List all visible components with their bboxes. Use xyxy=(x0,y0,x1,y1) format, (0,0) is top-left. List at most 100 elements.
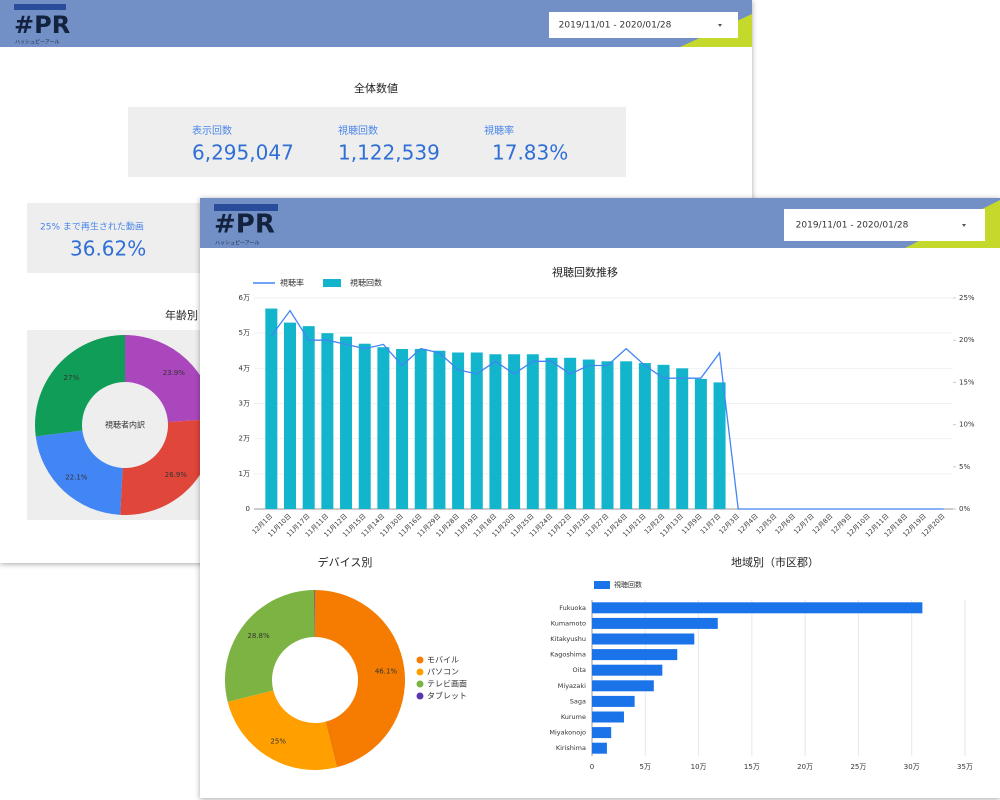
bar xyxy=(489,354,502,509)
pie-slice xyxy=(227,690,337,770)
y2-tick-label: 10% xyxy=(959,421,975,429)
bar xyxy=(601,361,614,509)
legend-label: テレビ画面 xyxy=(427,680,467,689)
metric-value: 1,122,539 xyxy=(338,141,440,165)
bar xyxy=(713,382,726,509)
slice-label: 46.1% xyxy=(375,667,398,675)
bar xyxy=(638,363,651,509)
metric-label: 視聴率 xyxy=(484,124,514,137)
y-tick-label: Kurume xyxy=(561,713,586,721)
y-tick-label: 0 xyxy=(246,505,250,513)
slice-label: 22.1% xyxy=(65,473,88,481)
summary-box xyxy=(128,107,626,177)
legend-label: パソコン xyxy=(427,668,459,677)
metric-label: 視聴回数 xyxy=(338,124,378,137)
slice-label: 26.9% xyxy=(165,471,188,479)
slice-label: 28.8% xyxy=(247,632,270,640)
front-panel: #PR ハッシュピーアール 2019/11/01 - 2020/01/28 視聴… xyxy=(200,198,1000,798)
y-tick-label: 4万 xyxy=(239,364,250,372)
legend-label: タブレット xyxy=(427,691,467,701)
metric-label: 表示回数 xyxy=(192,124,232,137)
y2-tick-label: 15% xyxy=(959,378,975,386)
legend-label: 視聴回数 xyxy=(350,278,382,288)
bar xyxy=(265,308,278,509)
logo: #PR xyxy=(14,11,70,39)
chart-title: 地域別（市区郡） xyxy=(731,555,819,569)
y-tick-label: 5万 xyxy=(239,329,250,337)
bar xyxy=(592,633,695,645)
y-tick-label: Miyakonojo xyxy=(549,729,586,737)
bar xyxy=(592,617,718,629)
y2-tick-label: 25% xyxy=(959,294,975,302)
pie-slice xyxy=(125,335,215,423)
pie-slice xyxy=(314,590,315,638)
bar xyxy=(592,727,612,739)
bar xyxy=(592,602,923,614)
y-tick-label: Miyazaki xyxy=(558,682,586,690)
pie-slice xyxy=(35,335,125,437)
metric-value: 17.83% xyxy=(492,141,568,165)
y2-tick-label: 0% xyxy=(959,505,970,513)
summary-title: 全体数値 xyxy=(354,81,398,95)
pie-slice xyxy=(35,430,123,515)
panel-bg xyxy=(200,198,1000,798)
legend-label: 視聴回数 xyxy=(614,580,642,589)
bar xyxy=(340,336,353,509)
y-tick-label: Kumamoto xyxy=(551,619,586,627)
logo-strip xyxy=(14,4,66,10)
bar xyxy=(377,347,390,509)
bar xyxy=(284,322,297,509)
legend-label: モバイル xyxy=(427,656,459,665)
y2-tick-label: 20% xyxy=(959,336,975,344)
date-picker[interactable] xyxy=(549,12,738,38)
bar xyxy=(620,361,633,509)
legend-swatch xyxy=(594,581,610,589)
bar xyxy=(582,359,595,509)
slice-label: 27% xyxy=(64,374,80,382)
logo: #PR xyxy=(214,210,275,240)
y-tick-label: Oita xyxy=(573,666,586,674)
pie-slice xyxy=(225,590,315,702)
slice-label: 23.9% xyxy=(163,369,186,377)
bar xyxy=(358,343,371,509)
y-tick-label: 2万 xyxy=(239,435,250,443)
bar xyxy=(592,680,654,692)
pie-slice xyxy=(120,418,216,515)
y-tick-label: Saga xyxy=(570,697,586,705)
x-tick-label: 20万 xyxy=(797,763,813,771)
x-tick-label: 30万 xyxy=(904,763,920,771)
y-tick-label: 3万 xyxy=(239,400,250,408)
chart-title: デバイス別 xyxy=(318,555,373,569)
y-tick-label: Kagoshima xyxy=(550,651,586,659)
bar xyxy=(592,649,678,661)
dropdown-arrow xyxy=(718,24,722,27)
logo-sub: ハッシュピーアール xyxy=(215,241,260,247)
bar xyxy=(657,364,670,509)
bar xyxy=(592,695,635,707)
legend-swatch xyxy=(416,668,424,676)
bar xyxy=(302,326,315,509)
completion-box xyxy=(27,203,200,273)
x-tick-label: 5万 xyxy=(640,763,651,771)
legend-label: 視聴率 xyxy=(280,278,304,288)
center-label: 視聴者内訳 xyxy=(105,420,145,430)
bar xyxy=(414,348,427,509)
dropdown-arrow xyxy=(962,224,966,227)
completion-label: 25% まで再生された動画 xyxy=(40,221,144,233)
bar xyxy=(396,348,409,509)
pie-slice xyxy=(315,590,405,768)
date-picker[interactable] xyxy=(784,209,985,241)
logo-sub: ハッシュピーアール xyxy=(15,40,60,46)
y-tick-label: Kirishima xyxy=(556,744,586,752)
bar xyxy=(592,742,607,754)
x-tick-label: 10万 xyxy=(691,763,707,771)
completion-value: 36.62% xyxy=(70,237,146,261)
y2-tick-label: 5% xyxy=(959,463,970,471)
y-tick-label: 6万 xyxy=(239,294,250,302)
bar xyxy=(452,352,465,509)
metric-value: 6,295,047 xyxy=(192,141,294,165)
bar xyxy=(592,664,663,676)
bar xyxy=(508,354,521,509)
y-tick-label: Kitakyushu xyxy=(550,635,586,643)
